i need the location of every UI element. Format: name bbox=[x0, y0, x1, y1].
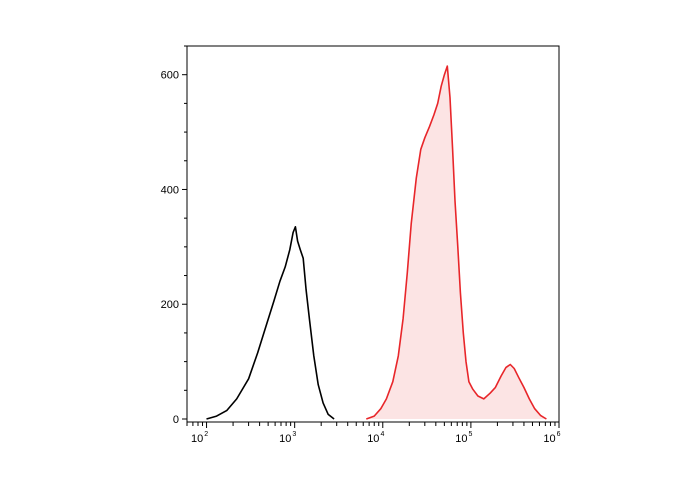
y-axis: 0 200 400 600 bbox=[161, 45, 187, 426]
x-tick-label: 104 bbox=[367, 431, 384, 445]
x-tick-label: 102 bbox=[191, 431, 208, 445]
x-tick-label: 103 bbox=[279, 431, 296, 445]
y-tick-label: 0 bbox=[173, 414, 179, 426]
x-tick-label: 105 bbox=[455, 431, 472, 445]
series-1-area bbox=[366, 66, 547, 419]
series-layer bbox=[206, 65, 547, 420]
series-1-line bbox=[366, 65, 547, 420]
y-tick-label: 200 bbox=[161, 299, 179, 311]
x-axis: 102 103 104 105 106 bbox=[186, 422, 561, 445]
series-0-line bbox=[206, 226, 335, 420]
y-tick-label: 400 bbox=[161, 184, 179, 196]
y-tick-label: 600 bbox=[161, 70, 179, 82]
x-tick-label: 106 bbox=[543, 431, 560, 445]
plot-frame bbox=[186, 45, 560, 423]
